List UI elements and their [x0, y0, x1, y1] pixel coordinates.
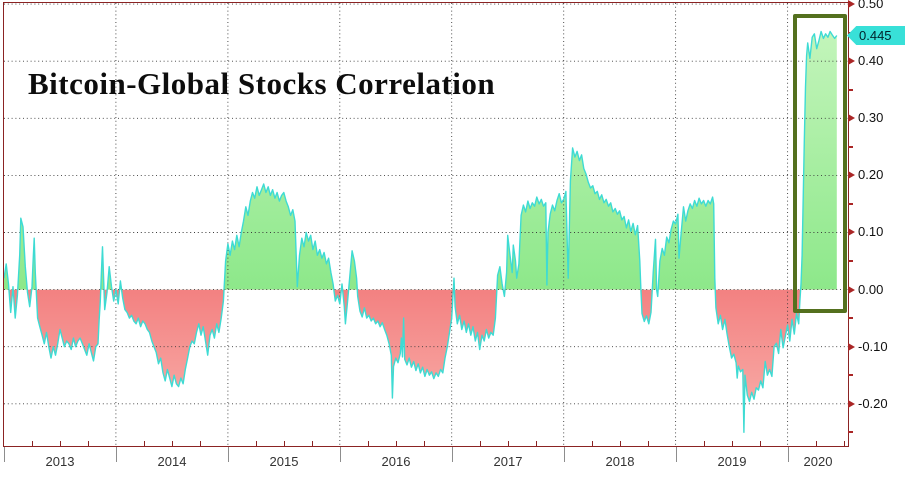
quarter-tick [368, 441, 369, 446]
recent-spike-highlight-box [793, 14, 847, 313]
y-tick: 0.40 [848, 53, 883, 69]
y-minor-tick [848, 431, 853, 433]
year-separator [788, 447, 789, 462]
tick-arrow-icon [848, 114, 855, 122]
quarter-tick [88, 441, 89, 446]
tick-arrow-icon [848, 286, 855, 294]
y-tick-label: 0.30 [858, 110, 884, 125]
quarter-tick [704, 441, 705, 446]
x-axis-minor-ticks [4, 440, 848, 446]
y-tick-label: 0.20 [858, 167, 884, 182]
quarter-tick [256, 441, 257, 446]
y-tick: 0.20 [848, 167, 883, 183]
plot-area [3, 2, 849, 447]
quarter-tick [592, 441, 593, 446]
quarter-tick [508, 441, 509, 446]
x-axis: 2013 2014 2015 2016 2017 2018 2019 2020 [0, 445, 911, 479]
correlation-line [4, 30, 838, 433]
y-tick: 0.30 [848, 110, 883, 126]
year-separator [228, 447, 229, 462]
tick-arrow-icon [848, 343, 855, 351]
year-separator [116, 447, 117, 462]
quarter-tick [844, 441, 845, 446]
quarter-tick [60, 441, 61, 446]
quarter-tick [648, 441, 649, 446]
tick-arrow-icon [848, 57, 855, 65]
quarter-tick [32, 441, 33, 446]
quarter-tick [312, 441, 313, 446]
quarter-tick [816, 441, 817, 446]
year-label: 2014 [157, 454, 187, 469]
quarter-tick [144, 441, 145, 446]
y-tick: -0.10 [848, 339, 888, 355]
quarter-tick [732, 441, 733, 446]
year-label: 2020 [803, 454, 833, 469]
y-tick-label: 0.10 [858, 224, 884, 239]
tick-arrow-icon [848, 171, 855, 179]
year-separator [4, 447, 5, 462]
year-label: 2019 [717, 454, 747, 469]
y-tick-label: 0.50 [858, 0, 884, 11]
year-separator [564, 447, 565, 462]
negative-area-fill [4, 289, 837, 433]
correlation-area-chart [4, 3, 848, 446]
year-separator [452, 447, 453, 462]
quarter-tick [424, 441, 425, 446]
tick-arrow-icon [848, 400, 855, 408]
positive-area-fill [4, 31, 837, 290]
y-minor-tick [848, 317, 853, 319]
y-minor-tick [848, 260, 853, 262]
y-tick-label: 0.40 [858, 53, 884, 68]
y-axis: 0.50 0.40 0.30 0.20 0.10 0.00 -0.10 [848, 0, 911, 479]
year-label: 2016 [381, 454, 411, 469]
y-tick: 0.50 [848, 0, 883, 12]
year-separator [340, 447, 341, 462]
quarter-tick [396, 441, 397, 446]
quarter-tick [620, 441, 621, 446]
tick-arrow-icon [848, 0, 855, 8]
y-minor-tick [848, 146, 853, 148]
y-minor-tick [848, 203, 853, 205]
year-label: 2017 [493, 454, 523, 469]
y-tick: -0.20 [848, 396, 888, 412]
year-label: 2018 [605, 454, 635, 469]
quarter-tick [760, 441, 761, 446]
year-label: 2015 [269, 454, 299, 469]
quarter-tick [536, 441, 537, 446]
quarter-tick [480, 441, 481, 446]
y-tick-label: -0.10 [858, 339, 888, 354]
y-minor-tick [848, 374, 853, 376]
tick-arrow-icon [848, 228, 855, 236]
quarter-tick [284, 441, 285, 446]
year-label: 2013 [45, 454, 75, 469]
y-minor-tick [848, 89, 853, 91]
y-tick: 0.00 [848, 282, 883, 298]
y-tick-label: 0.00 [858, 282, 884, 297]
quarter-tick [200, 441, 201, 446]
quarter-tick [172, 441, 173, 446]
y-tick-label: -0.20 [858, 396, 888, 411]
chart-title: Bitcoin-Global Stocks Correlation [28, 66, 496, 101]
year-separator [676, 447, 677, 462]
y-tick: 0.10 [848, 224, 883, 240]
last-value-tag: 0.445 [847, 26, 905, 45]
last-value-label: 0.445 [859, 28, 892, 43]
